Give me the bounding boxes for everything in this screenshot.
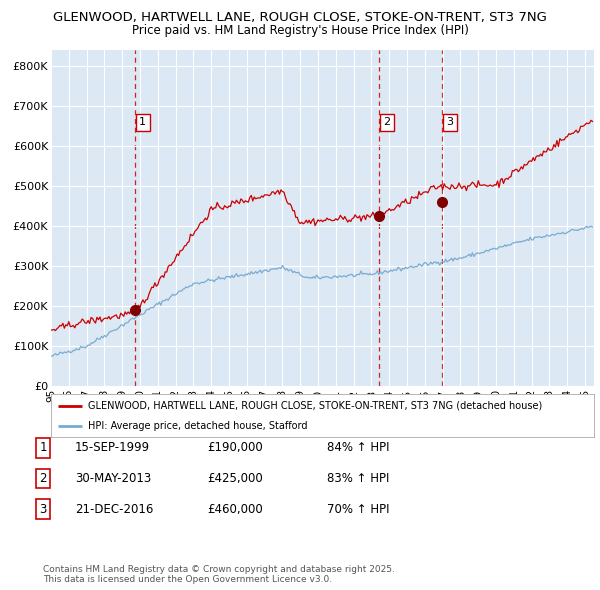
Text: Contains HM Land Registry data © Crown copyright and database right 2025.
This d: Contains HM Land Registry data © Crown c…	[43, 565, 395, 584]
Text: HPI: Average price, detached house, Stafford: HPI: Average price, detached house, Staf…	[88, 421, 307, 431]
Text: 3: 3	[446, 117, 454, 127]
Text: Price paid vs. HM Land Registry's House Price Index (HPI): Price paid vs. HM Land Registry's House …	[131, 24, 469, 37]
Text: £190,000: £190,000	[207, 441, 263, 454]
Text: 83% ↑ HPI: 83% ↑ HPI	[327, 472, 389, 485]
Text: 70% ↑ HPI: 70% ↑ HPI	[327, 503, 389, 516]
Text: 3: 3	[40, 503, 47, 516]
Text: GLENWOOD, HARTWELL LANE, ROUGH CLOSE, STOKE-ON-TRENT, ST3 7NG: GLENWOOD, HARTWELL LANE, ROUGH CLOSE, ST…	[53, 11, 547, 24]
Text: 1: 1	[139, 117, 146, 127]
Text: 1: 1	[40, 441, 47, 454]
Text: £460,000: £460,000	[207, 503, 263, 516]
Text: 2: 2	[383, 117, 391, 127]
Text: 21-DEC-2016: 21-DEC-2016	[75, 503, 154, 516]
Text: 2: 2	[40, 472, 47, 485]
Text: 30-MAY-2013: 30-MAY-2013	[75, 472, 151, 485]
Text: £425,000: £425,000	[207, 472, 263, 485]
Text: 84% ↑ HPI: 84% ↑ HPI	[327, 441, 389, 454]
Text: GLENWOOD, HARTWELL LANE, ROUGH CLOSE, STOKE-ON-TRENT, ST3 7NG (detached house): GLENWOOD, HARTWELL LANE, ROUGH CLOSE, ST…	[88, 401, 542, 411]
Text: 15-SEP-1999: 15-SEP-1999	[75, 441, 150, 454]
